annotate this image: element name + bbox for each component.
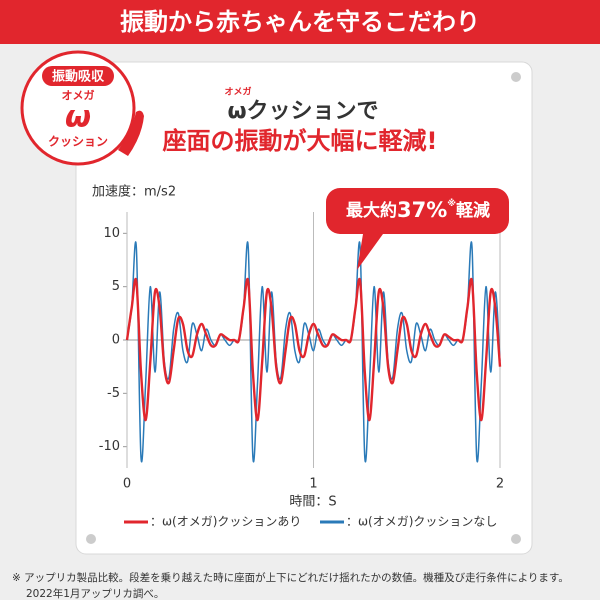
x-tick-label: 2 — [496, 477, 504, 492]
corner-dot — [86, 534, 96, 544]
y-tick-label: -10 — [99, 439, 120, 454]
annotation-suffix: 軽減 — [456, 200, 490, 221]
annotation-mark: ※ — [447, 198, 456, 209]
x-tick-label: 1 — [309, 477, 317, 492]
footnote-line: 2022年1月アップリカ調べ。 — [26, 587, 164, 600]
corner-dot — [511, 72, 521, 82]
badge-symbol: ω — [65, 100, 91, 135]
badge: 振動吸収 オメガ ω クッション — [20, 50, 144, 166]
annotation-prefix: 最大約 — [346, 200, 397, 221]
badge-pill — [42, 66, 114, 86]
card — [75, 61, 533, 555]
header-title: 振動から赤ちゃんを守るこだわり — [120, 8, 480, 36]
header-bar — [0, 0, 600, 44]
heading-line2: 座面の振動が大幅に軽減! — [163, 127, 438, 155]
heading-line1: ωクッションで — [227, 99, 378, 124]
series-line — [125, 277, 502, 422]
legend-label: ：ω(オメガ)クッションなし — [346, 515, 497, 529]
badge-top: 振動吸収 — [52, 69, 105, 85]
y-axis-label: 加速度：m/s2 — [92, 184, 176, 200]
chart: 加速度：m/s2 時間：S 10 5 0 -5 -10 0 1 2 最大約37%※軽減 ：ω(オメガ)… — [92, 184, 509, 529]
heading-ruby: オメガ — [224, 86, 251, 98]
corner-dot — [511, 534, 521, 544]
y-tick-label: 0 — [112, 333, 120, 348]
annotation-number: 37% — [397, 198, 447, 222]
legend-label: ：ω(オメガ)クッションあり — [150, 515, 301, 529]
badge-hand — [118, 110, 144, 156]
y-tick-label: 5 — [112, 279, 120, 294]
annotation-text: 最大約37%※軽減 — [346, 198, 490, 223]
y-tick-label: -5 — [107, 386, 120, 401]
x-axis-label: 時間：S — [289, 495, 336, 510]
footnote-line: ※ アップリカ製品比較。段差を乗り越えた時に座面が上下にどれだけ揺れたかの数値。… — [12, 571, 569, 584]
y-tick-label: 10 — [103, 226, 120, 241]
x-tick-label: 0 — [123, 477, 131, 492]
annotation-bubble — [326, 188, 509, 270]
badge-bottom: クッション — [48, 135, 108, 149]
badge-ruby: オメガ — [62, 88, 95, 102]
